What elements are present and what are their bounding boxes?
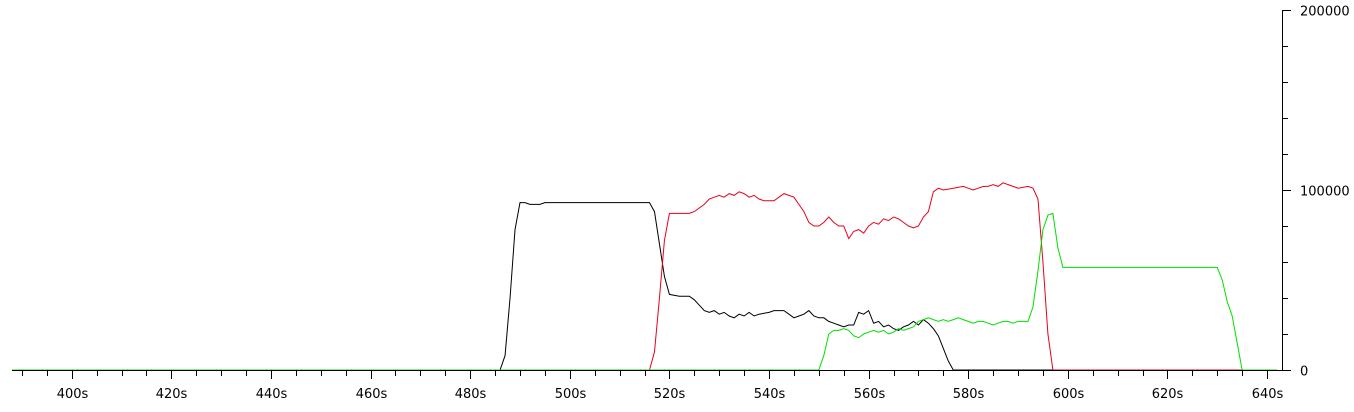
x-tick-label: 440s <box>256 387 288 402</box>
series-line-3 <box>12 213 1277 370</box>
x-tick-label: 480s <box>455 387 487 402</box>
x-tick-label: 460s <box>356 387 388 402</box>
series-layer <box>12 183 1277 370</box>
x-ticks: 400s 420s 440s 460s 480s 500s 520s 540s 560s 580s… <box>23 370 1284 402</box>
x-tick-label: 400s <box>57 387 89 402</box>
x-tick-label: 500s <box>555 387 587 402</box>
x-tick-label: 620s <box>1152 387 1184 402</box>
series-line-1 <box>12 203 1277 370</box>
x-tick-label: 580s <box>953 387 985 402</box>
y-ticks: 0 100000 200000 <box>1282 5 1350 380</box>
y-tick-label: 100000 <box>1300 185 1350 200</box>
x-tick-label: 560s <box>854 387 886 402</box>
y-tick-label: 0 <box>1300 365 1308 380</box>
x-tick-label: 640s <box>1252 387 1284 402</box>
x-tick-label: 540s <box>754 387 786 402</box>
x-tick-label: 420s <box>156 387 188 402</box>
y-tick-label: 200000 <box>1300 5 1350 20</box>
axes-layer <box>12 10 1288 371</box>
x-tick-label: 520s <box>654 387 686 402</box>
series-line-2 <box>12 183 1277 370</box>
x-tick-label: 600s <box>1053 387 1085 402</box>
